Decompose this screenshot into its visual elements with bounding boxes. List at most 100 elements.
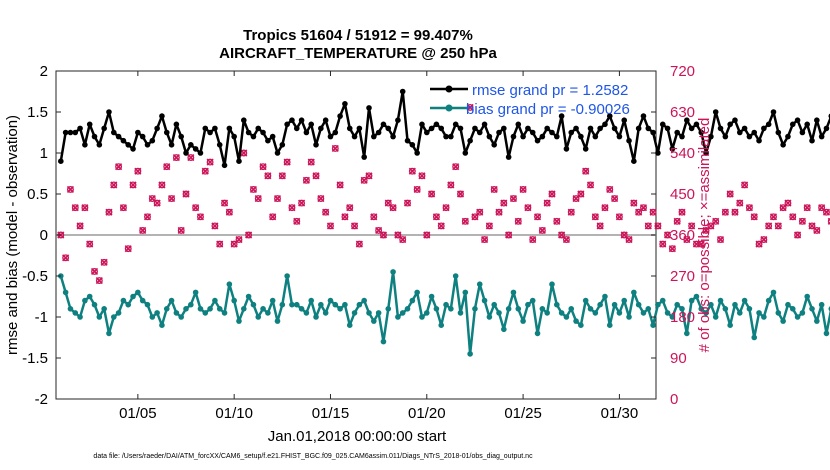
bias-point [337, 306, 343, 312]
obs-possible-marker [274, 195, 281, 203]
obs-possible-marker [461, 217, 469, 225]
bias-point [188, 301, 194, 308]
bias-point [265, 310, 271, 316]
obs-possible-marker [692, 240, 700, 248]
obs-assimilated-marker [110, 181, 118, 189]
obs-possible-marker [91, 267, 98, 275]
bias-point [621, 297, 628, 304]
rmse-point [515, 121, 522, 128]
obs-assimilated-marker [476, 208, 484, 216]
bias-point [809, 306, 815, 312]
obs-assimilated-marker [553, 217, 561, 225]
obs-assimilated-marker [225, 208, 233, 216]
rmse-point [544, 125, 550, 132]
obs-possible-marker [779, 204, 787, 212]
bias-point [385, 306, 392, 312]
rmse-point [356, 125, 363, 132]
rmse-point [573, 125, 579, 132]
obs-possible-marker [750, 213, 758, 221]
bias-point [722, 306, 729, 312]
obs-possible-marker [803, 204, 811, 212]
x-tick-label: 01/25 [504, 405, 542, 422]
bias-point [635, 301, 642, 308]
rmse-point [265, 137, 271, 144]
bias-point [476, 281, 483, 288]
obs-possible-marker [649, 208, 657, 216]
rmse-point [414, 150, 420, 156]
bias-point [789, 306, 796, 312]
rmse-point [125, 142, 132, 148]
obs-possible-marker [71, 204, 79, 212]
legend-bias-marker [445, 104, 453, 112]
obs-assimilated-marker [442, 204, 450, 212]
obs-assimilated-marker [86, 240, 94, 248]
bias-point [82, 297, 88, 304]
rmse-point [467, 137, 473, 144]
rmse-point [491, 142, 498, 148]
bias-point [554, 301, 560, 308]
rmse-point [279, 142, 286, 148]
obs-assimilated-marker [341, 213, 349, 221]
rmse-point [578, 133, 584, 140]
rmse-point [260, 129, 266, 136]
rmse-point [221, 162, 228, 169]
bias-point [799, 310, 806, 316]
bias-point [756, 310, 762, 316]
obs-possible-marker [481, 236, 489, 244]
obs-possible-marker [683, 236, 691, 244]
obs-assimilated-marker [206, 158, 214, 166]
rmse-point [183, 150, 189, 156]
obs-assimilated-marker [548, 190, 556, 198]
obs-assimilated-marker [591, 213, 599, 221]
rmse-point [443, 133, 449, 140]
legend: rmse grand pr = 1.2582 bias grand pr = -… [430, 82, 630, 118]
rmse-point [529, 129, 536, 136]
obs-assimilated-marker [365, 172, 373, 180]
obs-assimilated-marker [408, 167, 416, 175]
obs-possible-marker [529, 236, 537, 244]
bias-point [736, 310, 743, 316]
bias-point [241, 306, 247, 312]
obs-possible-marker [66, 185, 74, 193]
obs-possible-marker [519, 185, 527, 193]
obs-possible-marker [341, 213, 349, 221]
bias-point [549, 281, 555, 288]
obs-assimilated-marker [432, 213, 440, 221]
obs-possible-marker [688, 222, 696, 230]
bias-point [149, 314, 156, 320]
obs-possible-marker [404, 199, 411, 207]
rmse-point [804, 121, 811, 128]
rmse-point [188, 142, 194, 148]
obs-possible-marker [264, 172, 272, 180]
obs-possible-marker [697, 240, 705, 248]
obs-assimilated-marker [798, 217, 806, 225]
obs-possible-marker [302, 176, 310, 184]
bias-point [284, 273, 290, 279]
rmse-point [669, 146, 676, 152]
bias-point [154, 310, 160, 316]
obs-possible-marker [726, 190, 734, 198]
obs-possible-marker [119, 204, 127, 212]
bias-point [202, 310, 209, 316]
bias-point [159, 322, 165, 329]
bias-point [130, 293, 136, 300]
obs-possible-marker [216, 240, 224, 248]
obs-assimilated-marker [644, 222, 652, 230]
obs-assimilated-marker [456, 190, 465, 198]
rmse-point [775, 129, 782, 136]
bias-point [679, 306, 685, 312]
bias-point [655, 301, 661, 308]
rmse-point [606, 113, 613, 119]
obs-assimilated-marker [485, 222, 493, 230]
obs-assimilated-marker [81, 204, 89, 212]
obs-assimilated-marker [249, 185, 257, 194]
obs-assimilated-marker [760, 235, 768, 244]
rmse-point [269, 133, 276, 140]
obs-possible-marker [144, 213, 151, 221]
bias-point [818, 301, 825, 308]
obs-assimilated-marker [322, 208, 330, 216]
bias-point [794, 314, 801, 320]
rmse-point [366, 105, 372, 111]
bias-point [462, 289, 469, 296]
